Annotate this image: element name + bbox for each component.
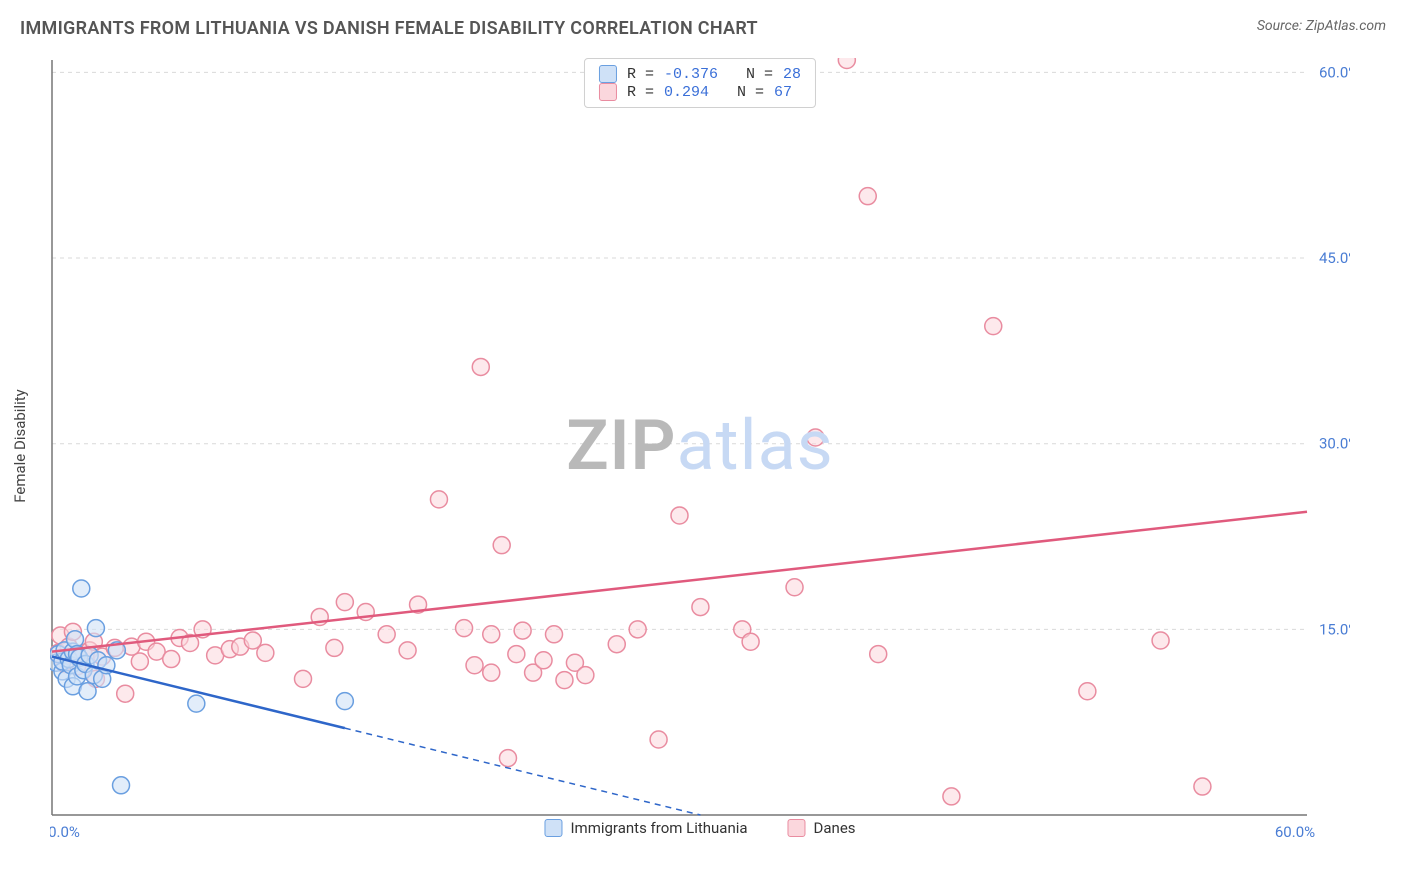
svg-text:60.0%: 60.0% [1275, 823, 1315, 841]
legend-swatch [599, 83, 617, 101]
series-legend-item: Danes [788, 819, 856, 837]
source-name: ZipAtlas.com [1306, 18, 1386, 34]
legend-r-label: R = [627, 66, 654, 83]
correlation-legend: R = -0.376 N = 28R = 0.294 N = 67 [584, 58, 816, 108]
source-prefix: Source: [1257, 18, 1306, 34]
legend-r-value: -0.376 [664, 66, 718, 83]
legend-n-label: N = [728, 66, 773, 83]
series-legend-label: Danes [814, 819, 856, 837]
svg-text:60.0%: 60.0% [1319, 63, 1350, 81]
legend-swatch [788, 819, 806, 837]
legend-row: R = -0.376 N = 28 [599, 65, 801, 83]
legend-n-value: 28 [783, 66, 801, 83]
svg-text:45.0%: 45.0% [1319, 249, 1350, 267]
y-axis-label: Female Disability [11, 389, 29, 503]
source-attribution: Source: ZipAtlas.com [1257, 18, 1386, 34]
legend-r-value: 0.294 [664, 84, 709, 101]
svg-text:15.0%: 15.0% [1319, 620, 1350, 638]
legend-n-label: N = [719, 84, 764, 101]
plot-area: Female Disability 15.0%30.0%45.0%60.0%0.… [50, 58, 1350, 833]
scatter-chart: 15.0% 30.0% 45.0% 60.0% 0.0% 60.0% [50, 58, 1350, 848]
legend-n-value: 67 [774, 84, 792, 101]
legend-r-label: R = [627, 84, 654, 101]
series-legend: Immigrants from Lithuania Danes [544, 819, 855, 837]
series-legend-item: Immigrants from Lithuania [544, 819, 747, 837]
legend-swatch [599, 65, 617, 83]
legend-swatch [544, 819, 562, 837]
svg-text:30.0%: 30.0% [1319, 435, 1350, 453]
svg-text:0.0%: 0.0% [50, 823, 80, 841]
chart-title: IMMIGRANTS FROM LITHUANIA VS DANISH FEMA… [20, 18, 758, 39]
legend-row: R = 0.294 N = 67 [599, 83, 801, 101]
chart-header: IMMIGRANTS FROM LITHUANIA VS DANISH FEMA… [0, 0, 1406, 39]
series-legend-label: Immigrants from Lithuania [570, 819, 747, 837]
